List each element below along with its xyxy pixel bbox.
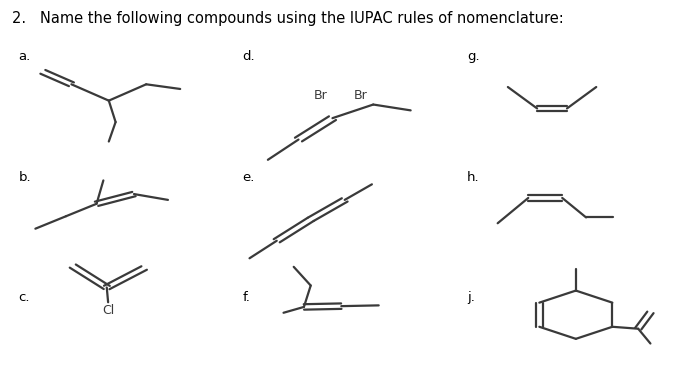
Text: c.: c. — [18, 291, 30, 304]
Text: j.: j. — [467, 291, 475, 304]
Text: Br: Br — [354, 89, 368, 102]
Text: 2.   Name the following compounds using the IUPAC rules of nomenclature:: 2. Name the following compounds using th… — [12, 11, 564, 26]
Text: f.: f. — [243, 291, 251, 304]
Text: Cl: Cl — [102, 304, 114, 317]
Text: b.: b. — [18, 171, 31, 184]
Text: e.: e. — [243, 171, 255, 184]
Text: g.: g. — [467, 50, 480, 63]
Text: h.: h. — [467, 171, 480, 184]
Text: d.: d. — [243, 50, 256, 63]
Text: Br: Br — [314, 89, 327, 102]
Text: a.: a. — [18, 50, 31, 63]
